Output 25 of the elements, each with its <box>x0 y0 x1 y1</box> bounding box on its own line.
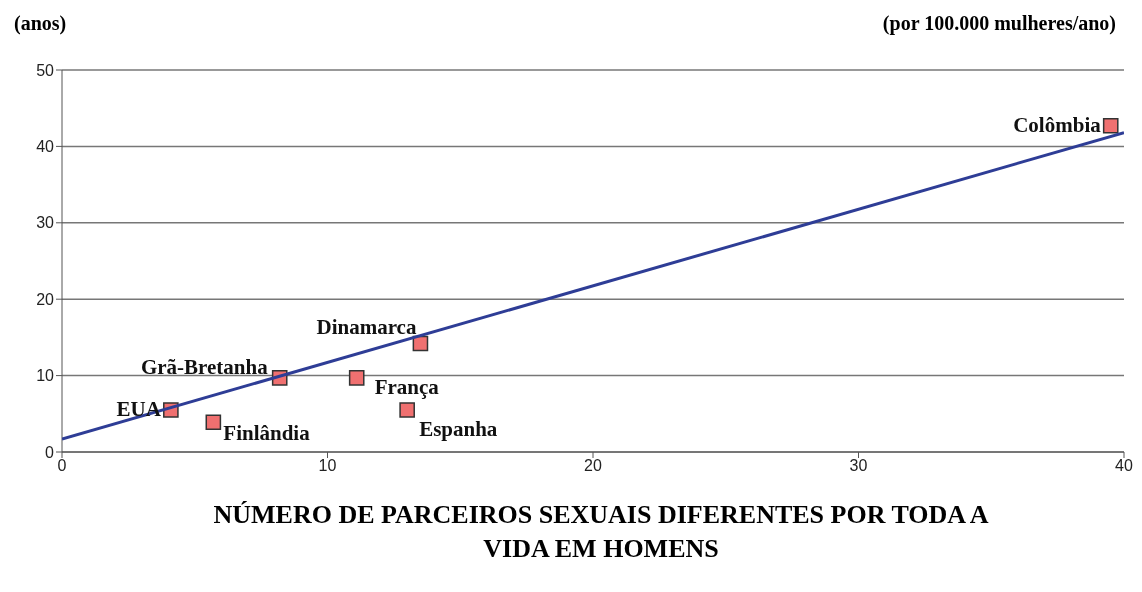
text: (por 100.000 mulheres/ano) <box>882 12 1116 35</box>
annotation: Dinamarca <box>316 314 417 339</box>
annotation: França <box>374 374 440 399</box>
y-tick-label: 20 <box>36 290 55 308</box>
y-tick-label: 30 <box>36 214 55 232</box>
y-tick-label: 0 <box>45 443 55 461</box>
y-tick-label: 40 <box>36 138 55 156</box>
x-tick-label: 30 <box>849 457 868 475</box>
x-tick-label: 40 <box>1115 457 1133 475</box>
annotation: Finlândia <box>223 421 311 446</box>
annotation: Espanha <box>419 416 498 441</box>
point <box>1102 117 1119 134</box>
point <box>205 414 222 431</box>
x-tick-label: 10 <box>318 457 337 475</box>
annotation: EUA <box>116 396 162 421</box>
y-tick-label: 10 <box>36 367 55 385</box>
annotation: Grã-Bretanha <box>140 354 269 379</box>
y-axis-title: (anos) <box>14 12 67 35</box>
point <box>348 370 365 386</box>
point <box>399 402 415 418</box>
x-tick-label: 20 <box>584 457 602 475</box>
annotation: Colômbia <box>1013 112 1102 137</box>
x-tick-label: 0 <box>57 457 67 475</box>
y-tick-label: 50 <box>36 61 55 79</box>
x-axis-title: NÚMERO DE PARCEIROS SEXUAIS DIFERENTES POR TODA A VIDA EM HOMENS <box>212 499 990 565</box>
